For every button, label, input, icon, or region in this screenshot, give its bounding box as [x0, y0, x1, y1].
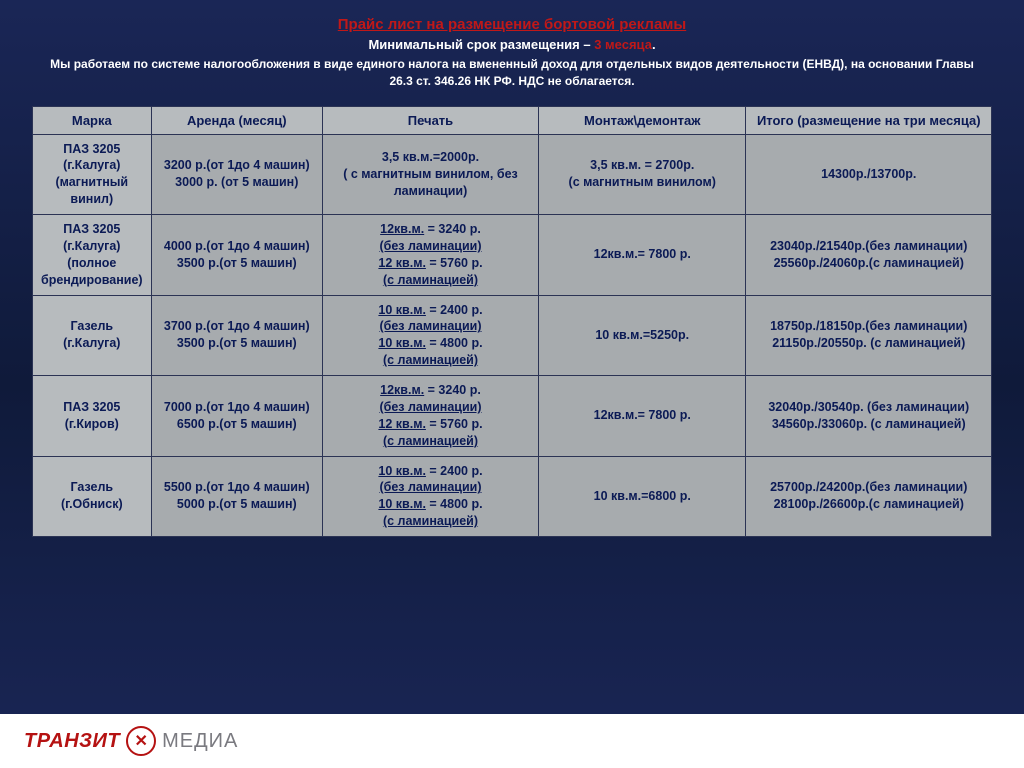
cell-arenda: 3700 р.(от 1до 4 машин)3500 р.(от 5 маши…	[151, 295, 322, 376]
cell-marka: ПАЗ 3205 (г.Калуга) (полное брендировани…	[33, 215, 152, 296]
subtitle-highlight: 3 месяца	[594, 37, 652, 52]
price-table: Марка Аренда (месяц) Печать Монтаж\демон…	[32, 106, 992, 538]
logo-icon: ✕	[126, 726, 156, 756]
table-row: ПАЗ 3205 (г.Калуга) (магнитный винил)320…	[33, 134, 992, 215]
footer: ТРАНЗИТ ✕ МЕДИА	[0, 714, 1024, 768]
cell-marka: ПАЗ 3205 (г.Киров)	[33, 376, 152, 457]
cell-total: 18750р./18150р.(без ламинации)21150р./20…	[746, 295, 992, 376]
cell-print: 12кв.м. = 3240 р.(без ламинации)12 кв.м.…	[322, 215, 538, 296]
logo: ТРАНЗИТ ✕ МЕДИА	[24, 726, 238, 756]
logo-tranzit: ТРАНЗИТ	[24, 730, 120, 753]
page-title: Прайс лист на размещение бортовой реклам…	[40, 16, 984, 33]
cell-mount: 3,5 кв.м. = 2700р.(с магнитным винилом)	[538, 134, 746, 215]
col-total: Итого (размещение на три месяца)	[746, 106, 992, 134]
cell-marka: ПАЗ 3205 (г.Калуга) (магнитный винил)	[33, 134, 152, 215]
col-print: Печать	[322, 106, 538, 134]
page-header: Прайс лист на размещение бортовой реклам…	[0, 0, 1024, 100]
cell-mount: 10 кв.м.=6800 р.	[538, 456, 746, 537]
subtitle-post: .	[652, 37, 656, 52]
cell-marka: Газель (г.Калуга)	[33, 295, 152, 376]
cell-total: 23040р./21540р.(без ламинации)25560р./24…	[746, 215, 992, 296]
cell-print: 10 кв.м. = 2400 р.(без ламинации)10 кв.м…	[322, 456, 538, 537]
logo-media: МЕДИА	[162, 730, 238, 753]
cell-mount: 12кв.м.= 7800 р.	[538, 376, 746, 457]
cell-print: 3,5 кв.м.=2000р.( с магнитным винилом, б…	[322, 134, 538, 215]
col-mount: Монтаж\демонтаж	[538, 106, 746, 134]
page-subtitle: Минимальный срок размещения – 3 месяца.	[40, 37, 984, 52]
col-arenda: Аренда (месяц)	[151, 106, 322, 134]
cell-marka: Газель (г.Обниск)	[33, 456, 152, 537]
cell-print: 10 кв.м. = 2400 р.(без ламинации)10 кв.м…	[322, 295, 538, 376]
table-row: Газель (г.Обниск)5500 р.(от 1до 4 машин)…	[33, 456, 992, 537]
cell-arenda: 5500 р.(от 1до 4 машин)5000 р.(от 5 маши…	[151, 456, 322, 537]
page-description: Мы работаем по системе налогообложения в…	[40, 56, 984, 90]
cell-total: 14300р./13700р.	[746, 134, 992, 215]
cell-print: 12кв.м. = 3240 р.(без ламинации)12 кв.м.…	[322, 376, 538, 457]
table-row: Газель (г.Калуга)3700 р.(от 1до 4 машин)…	[33, 295, 992, 376]
subtitle-pre: Минимальный срок размещения –	[368, 37, 594, 52]
table-header-row: Марка Аренда (месяц) Печать Монтаж\демон…	[33, 106, 992, 134]
cell-mount: 10 кв.м.=5250р.	[538, 295, 746, 376]
cell-total: 32040р./30540р. (без ламинации)34560р./3…	[746, 376, 992, 457]
cell-mount: 12кв.м.= 7800 р.	[538, 215, 746, 296]
table-row: ПАЗ 3205 (г.Калуга) (полное брендировани…	[33, 215, 992, 296]
cell-arenda: 3200 р.(от 1до 4 машин)3000 р. (от 5 маш…	[151, 134, 322, 215]
table-row: ПАЗ 3205 (г.Киров)7000 р.(от 1до 4 машин…	[33, 376, 992, 457]
cell-total: 25700р./24200р.(без ламинации)28100р./26…	[746, 456, 992, 537]
cell-arenda: 7000 р.(от 1до 4 машин)6500 р.(от 5 маши…	[151, 376, 322, 457]
col-marka: Марка	[33, 106, 152, 134]
cell-arenda: 4000 р.(от 1до 4 машин)3500 р.(от 5 маши…	[151, 215, 322, 296]
